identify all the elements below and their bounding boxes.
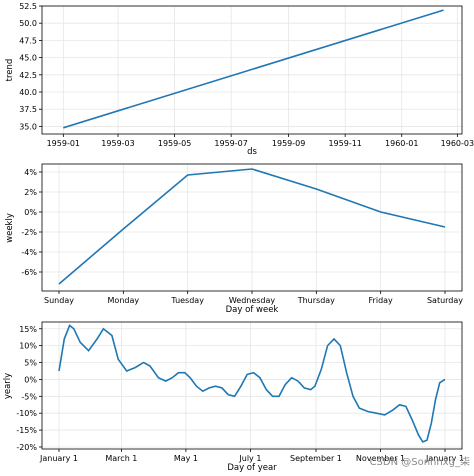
weekly-panel: Sunday Monday Tuesday Wednesday Thursday Frid… (5, 163, 463, 315)
yearly-y-tick-label: -20% (16, 443, 37, 452)
weekly-line (58, 168, 446, 285)
weekly-x-label: Day of week (226, 305, 279, 315)
weekly-x-tick-label: Friday (369, 296, 394, 305)
trend-y-tick-label: 40.0 (19, 88, 37, 97)
trend-grid (42, 5, 462, 134)
weekly-y-tick-label: 0% (24, 208, 37, 217)
yearly-x-ticks: January 1 March 1 May 1 July 1 September 1 No… (39, 449, 464, 463)
yearly-x-tick-label: January 1 (425, 454, 464, 463)
yearly-y-tick-label: 5% (24, 359, 37, 368)
weekly-y-tick-label: -4% (21, 248, 37, 257)
yearly-x-tick-label: May 1 (174, 454, 198, 463)
yearly-x-label: Day of year (227, 463, 277, 473)
trend-y-tick-label: 50.0 (19, 19, 37, 28)
trend-axes-frame (41, 5, 463, 135)
yearly-panel: January 1 March 1 May 1 July 1 September 1 No… (3, 321, 464, 473)
weekly-y-tick-label: 4% (24, 168, 37, 177)
yearly-axes-frame (41, 321, 463, 450)
trend-x-tick-label: 1959-07 (214, 139, 247, 148)
weekly-y-tick-label: -2% (21, 228, 37, 237)
trend-y-label: trend (5, 59, 15, 82)
trend-y-tick-label: 37.5 (19, 105, 37, 114)
watermark: CSDN @Sonhhxg_柒 (370, 455, 470, 468)
yearly-x-tick-label: September 1 (290, 454, 342, 463)
trend-panel: 1959-01 1959-03 1959-05 1959-07 1959-09 1959-… (5, 2, 474, 157)
weekly-y-ticks: -6% -4% -2% 0% 2% 4% (21, 168, 42, 277)
yearly-y-tick-label: -5% (21, 392, 37, 401)
yearly-x-tick-label: November 1 (356, 454, 405, 463)
weekly-x-tick-label: Wednesday (229, 296, 276, 305)
yearly-line (58, 324, 446, 443)
yearly-x-tick-label: July 1 (238, 454, 261, 463)
trend-x-tick-label: 1959-03 (101, 139, 134, 148)
yearly-x-tick-label: January 1 (39, 454, 78, 463)
trend-y-tick-label: 45.0 (19, 54, 37, 63)
yearly-y-ticks: 15% 10% 5% 0% -5% -10% -15% -20% (16, 325, 42, 452)
yearly-grid (42, 322, 462, 449)
weekly-grid (42, 164, 462, 291)
trend-line (63, 9, 444, 129)
weekly-y-tick-label: 2% (24, 188, 37, 197)
trend-y-tick-label: 42.5 (19, 71, 37, 80)
weekly-y-tick-label: -6% (21, 268, 37, 277)
trend-y-tick-label: 35.0 (19, 122, 37, 131)
trend-x-tick-label: 1959-11 (328, 139, 361, 148)
weekly-x-tick-label: Thursday (297, 296, 335, 305)
trend-x-tick-label: 1959-01 (47, 139, 80, 148)
yearly-y-tick-label: -15% (16, 426, 37, 435)
weekly-x-tick-label: Saturday (427, 296, 463, 305)
weekly-x-tick-label: Monday (108, 296, 140, 305)
yearly-y-label: yearly (3, 373, 13, 399)
trend-x-tick-label: 1959-05 (158, 139, 191, 148)
trend-x-tick-label: 1959-09 (272, 139, 305, 148)
trend-x-label: ds (247, 147, 257, 157)
yearly-y-tick-label: 0% (24, 375, 37, 384)
yearly-y-tick-label: -10% (16, 409, 37, 418)
trend-y-ticks: 35.0 37.5 40.0 42.5 45.0 47.5 50.0 52.5 (19, 2, 42, 131)
yearly-x-tick-label: March 1 (105, 454, 137, 463)
weekly-x-tick-label: Sunday (44, 296, 74, 305)
weekly-x-tick-label: Tuesday (170, 296, 204, 305)
trend-x-tick-label: 1960-03 (441, 139, 474, 148)
trend-y-tick-label: 52.5 (19, 2, 37, 11)
trend-y-tick-label: 47.5 (19, 36, 37, 45)
weekly-x-ticks: Sunday Monday Tuesday Wednesday Thursday Frid… (44, 291, 463, 305)
trend-x-tick-label: 1960-01 (385, 139, 418, 148)
yearly-y-tick-label: 15% (19, 325, 37, 334)
trend-x-ticks: 1959-01 1959-03 1959-05 1959-07 1959-09 1959-… (47, 134, 474, 148)
yearly-y-tick-label: 10% (19, 342, 37, 351)
weekly-y-label: weekly (5, 213, 15, 243)
